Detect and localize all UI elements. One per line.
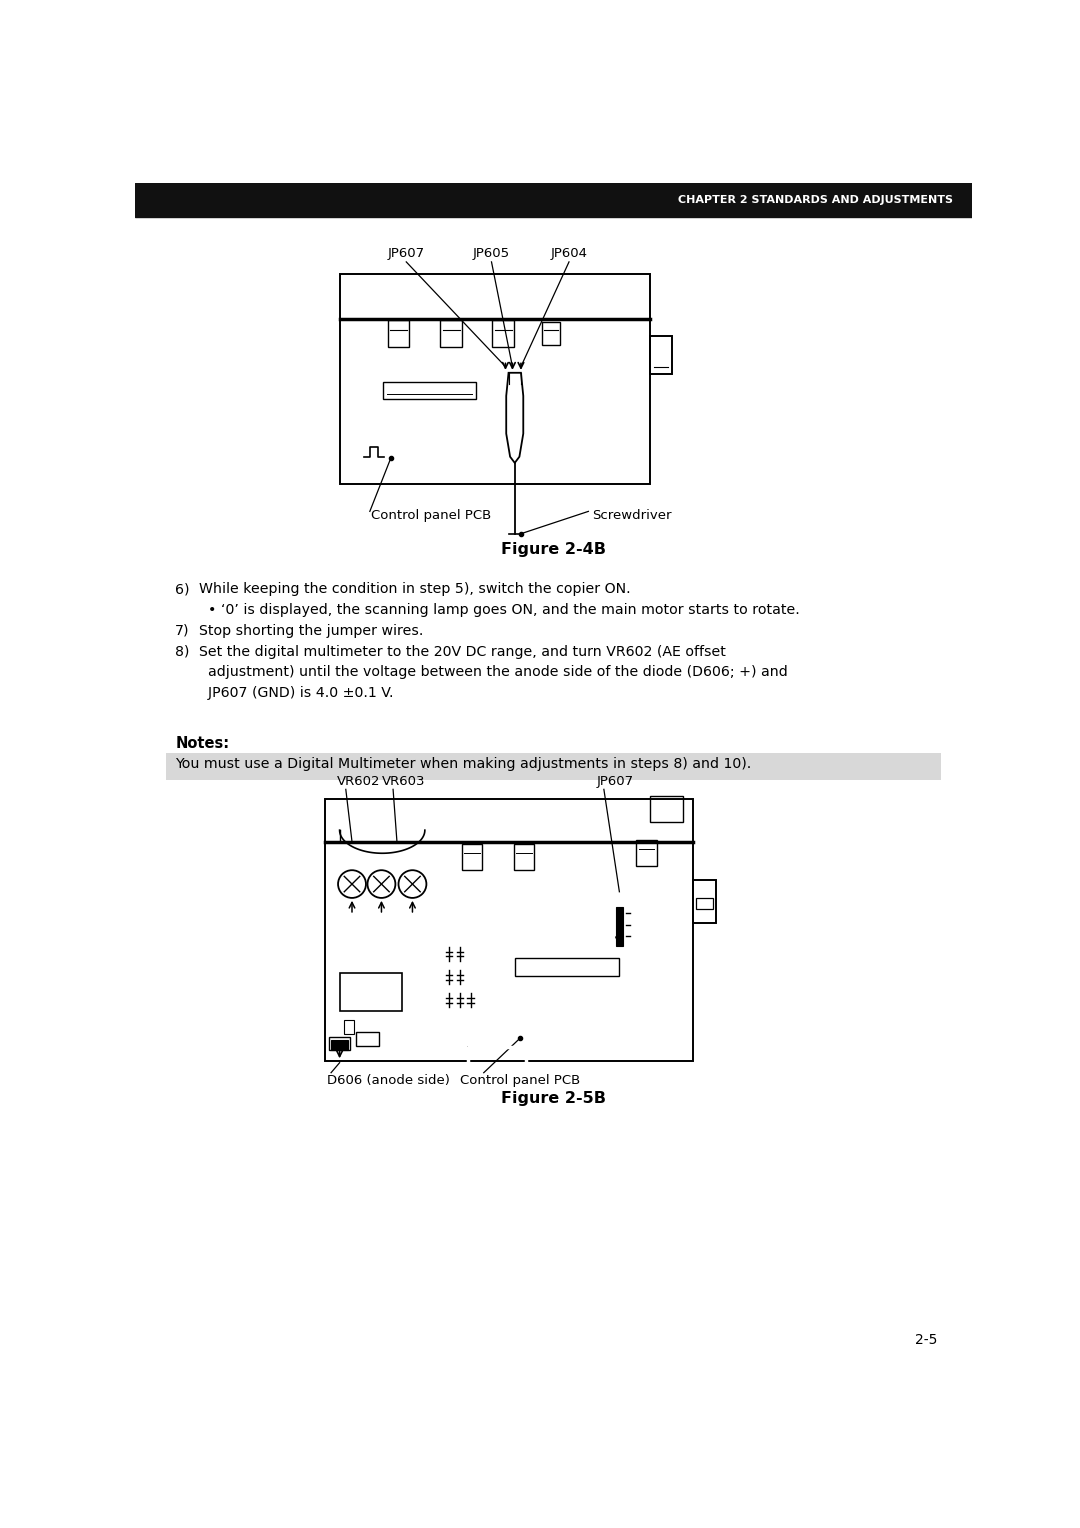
Text: JP605: JP605 xyxy=(473,248,510,260)
Bar xyxy=(441,319,462,347)
Text: D606 (anode side): D606 (anode side) xyxy=(327,1074,450,1086)
Text: Figure 2-4B: Figure 2-4B xyxy=(501,541,606,556)
Bar xyxy=(462,843,482,871)
Text: JP604: JP604 xyxy=(551,248,588,260)
Bar xyxy=(328,1038,350,1050)
Text: CHAPTER 2 STANDARDS AND ADJUSTMENTS: CHAPTER 2 STANDARDS AND ADJUSTMENTS xyxy=(677,196,953,205)
Bar xyxy=(345,1021,353,1034)
Text: Set the digital multimeter to the 20V DC range, and turn VR602 (AE offset: Set the digital multimeter to the 20V DC… xyxy=(199,645,726,659)
Text: 6): 6) xyxy=(175,582,190,596)
Bar xyxy=(693,880,716,923)
Bar xyxy=(492,319,514,347)
Bar xyxy=(388,319,409,347)
Text: While keeping the condition in step 5), switch the copier ON.: While keeping the condition in step 5), … xyxy=(199,582,630,596)
Bar xyxy=(650,796,683,822)
Bar xyxy=(616,908,623,946)
Text: 2-5: 2-5 xyxy=(915,1332,937,1346)
Bar xyxy=(514,843,535,871)
Text: VR602: VR602 xyxy=(337,775,380,788)
Bar xyxy=(166,753,941,781)
Bar xyxy=(340,973,403,1012)
Bar xyxy=(636,840,657,866)
Text: You must use a Digital Multimeter when making adjustments in steps 8) and 10).: You must use a Digital Multimeter when m… xyxy=(175,756,752,772)
Text: JP607: JP607 xyxy=(388,248,424,260)
Text: JP607 (GND) is 4.0 ±0.1 V.: JP607 (GND) is 4.0 ±0.1 V. xyxy=(199,686,393,700)
Text: Stop shorting the jumper wires.: Stop shorting the jumper wires. xyxy=(199,623,423,637)
Text: • ‘0’ is displayed, the scanning lamp goes ON, and the main motor starts to rota: • ‘0’ is displayed, the scanning lamp go… xyxy=(199,604,799,617)
Text: Control panel PCB: Control panel PCB xyxy=(372,509,491,523)
Bar xyxy=(356,1031,379,1045)
Text: Control panel PCB: Control panel PCB xyxy=(460,1074,581,1086)
Text: VR603: VR603 xyxy=(381,775,424,788)
Bar xyxy=(515,958,619,976)
Bar xyxy=(697,898,713,909)
Text: adjustment) until the voltage between the anode side of the diode (D606; +) and: adjustment) until the voltage between th… xyxy=(199,665,787,680)
Bar xyxy=(542,322,561,345)
Bar xyxy=(135,183,972,217)
Bar xyxy=(325,799,693,1060)
Bar xyxy=(340,274,650,484)
Polygon shape xyxy=(507,373,524,463)
Text: Screwdriver: Screwdriver xyxy=(592,509,672,523)
Text: JP607: JP607 xyxy=(596,775,633,788)
Text: 8): 8) xyxy=(175,645,190,659)
Text: Notes:: Notes: xyxy=(175,736,229,752)
Text: 7): 7) xyxy=(175,623,190,637)
Bar xyxy=(650,336,672,374)
Text: Figure 2-5B: Figure 2-5B xyxy=(501,1091,606,1106)
Bar xyxy=(383,382,476,399)
Bar xyxy=(332,1041,348,1050)
